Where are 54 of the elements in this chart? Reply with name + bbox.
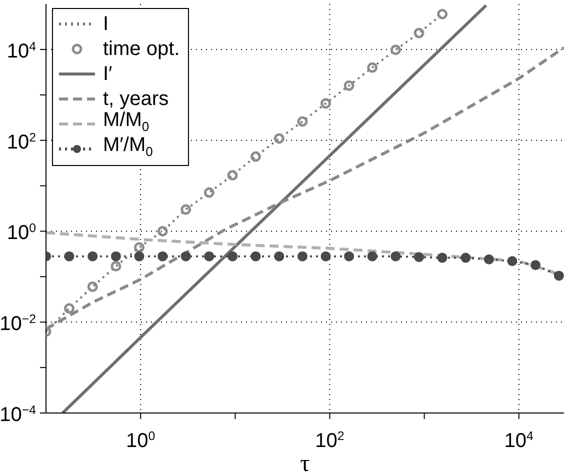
legend-label: t, years <box>103 88 169 110</box>
point <box>484 254 494 264</box>
point <box>250 251 261 262</box>
point <box>320 251 331 262</box>
legend-label: M/M$_{0}$ <box>103 109 150 134</box>
y-tick-label: 10$^{0}$ <box>6 221 36 244</box>
y-tick-label: 10$^{2}$ <box>6 130 36 154</box>
point <box>437 8 448 20</box>
point <box>227 170 238 181</box>
point <box>250 151 261 162</box>
point <box>390 44 401 56</box>
point <box>367 251 378 262</box>
point <box>274 251 284 262</box>
point <box>180 251 191 262</box>
point <box>530 260 541 270</box>
point <box>320 98 332 109</box>
legend-label: I′ <box>103 62 112 84</box>
point <box>460 252 471 263</box>
point <box>274 133 284 144</box>
point <box>367 62 378 73</box>
point <box>554 270 564 281</box>
x-tick-label: 10$^{2}$ <box>315 429 344 452</box>
point <box>158 251 168 262</box>
legend-label: M′/M$_{0}$ <box>103 134 153 159</box>
y-tick-label: 10$^{−4}$ <box>0 403 36 426</box>
point <box>507 256 518 266</box>
y-tick-label: 10$^{−2}$ <box>0 312 36 336</box>
point <box>64 251 74 262</box>
x-axis-title: τ <box>300 451 310 475</box>
point <box>64 303 74 314</box>
point <box>414 28 424 38</box>
point <box>437 252 448 263</box>
x-tick-label: 10$^{4}$ <box>504 429 534 452</box>
point <box>297 251 308 262</box>
point <box>157 226 168 236</box>
point <box>297 116 308 127</box>
legend-label: time opt. <box>103 38 180 60</box>
point <box>88 251 98 262</box>
point <box>390 251 401 262</box>
point <box>180 204 192 215</box>
point <box>134 242 144 253</box>
point <box>204 251 214 262</box>
legend-label: I <box>103 12 109 34</box>
x-tick-label: 10$^{0}$ <box>126 429 156 452</box>
point <box>344 80 354 91</box>
point <box>110 260 122 272</box>
y-tick-label: 10$^{4}$ <box>6 39 36 62</box>
point <box>87 282 98 292</box>
point <box>228 251 238 262</box>
point <box>110 251 121 262</box>
point <box>344 251 354 262</box>
point <box>414 252 424 262</box>
point <box>134 251 144 262</box>
point <box>204 187 214 198</box>
